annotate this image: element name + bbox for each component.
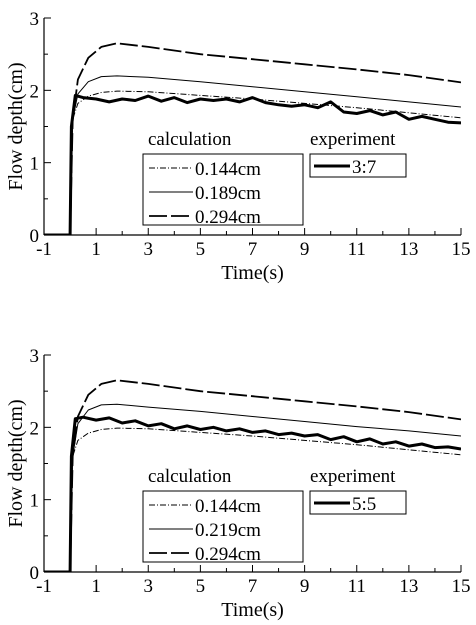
y-tick-label: 0 [30, 563, 40, 584]
x-tick-label: -1 [36, 576, 52, 597]
legend-entry-label: 0.219cm [195, 520, 261, 541]
x-tick-label: 3 [144, 239, 154, 260]
y-tick-label: 2 [30, 81, 40, 102]
y-axis-label: Flow depth(cm) [5, 399, 27, 527]
legend-entry-label: 0.294cm [195, 207, 261, 228]
y-tick-label: 2 [30, 418, 40, 439]
x-tick-label: 7 [248, 239, 258, 260]
legend-calculation: calculation 0.144cm 0.219cm 0.294cm [142, 464, 304, 565]
x-axis-label: Time(s) [221, 262, 284, 284]
y-tick-label: 1 [30, 491, 40, 512]
legend-header-bg [308, 127, 436, 147]
x-tick-label: 1 [91, 239, 101, 260]
legend-header-bg [146, 464, 278, 484]
legend-entry-label: 0.144cm [195, 159, 261, 180]
legend-box [309, 153, 407, 178]
legend-calc-header: calculation [148, 129, 232, 150]
legend-calc-header: calculation [148, 466, 232, 487]
x-tick-label: 13 [399, 239, 418, 260]
legend-exp-header: experiment [310, 129, 396, 150]
x-tick-label: 15 [452, 576, 471, 597]
x-tick-label: -1 [36, 239, 52, 260]
x-tick-label: 15 [452, 239, 471, 260]
x-tick-label: 9 [300, 576, 310, 597]
y-tick-label: 0 [30, 226, 40, 247]
legend-experiment: experiment 5:5 [308, 464, 436, 515]
legend-calculation: calculation 0.144cm 0.189cm 0.294cm [142, 127, 304, 228]
legend-entry-label: 0.144cm [195, 496, 261, 517]
legend-box [142, 153, 304, 226]
x-tick-label: 5 [196, 239, 206, 260]
legend-entry-label: 0.189cm [195, 183, 261, 204]
legend-box [142, 490, 304, 563]
x-tick-label: 7 [248, 576, 258, 597]
legend-experiment: experiment 3:7 [308, 127, 436, 178]
legend-entry-label: 3:7 [352, 157, 376, 178]
x-tick-label: 5 [196, 576, 206, 597]
y-axis-label: Flow depth(cm) [5, 62, 27, 190]
x-tick-label: 11 [348, 576, 366, 597]
y-tick-label: 3 [30, 346, 40, 367]
series-line-5-5 [44, 415, 461, 572]
legend-entry-label: 5:5 [352, 494, 376, 515]
legend-header-bg [146, 127, 278, 147]
x-tick-label: 11 [348, 239, 366, 260]
x-tick-label: 9 [300, 239, 310, 260]
legend-entry-label: 0.294cm [195, 544, 261, 565]
legend-header-bg [308, 464, 436, 484]
legend-box [309, 490, 407, 515]
x-tick-label: 3 [144, 576, 154, 597]
x-tick-label: 13 [399, 576, 418, 597]
series-line-3-7 [44, 93, 461, 235]
y-tick-label: 1 [30, 154, 40, 175]
y-tick-label: 3 [30, 9, 40, 30]
x-tick-label: 1 [91, 576, 101, 597]
x-axis-label: Time(s) [221, 599, 284, 621]
legend-exp-header: experiment [310, 466, 396, 487]
